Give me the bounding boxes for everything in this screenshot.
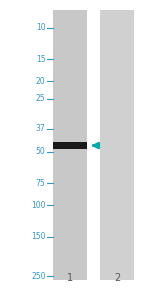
Text: 75: 75	[36, 179, 46, 188]
Text: 150: 150	[31, 232, 46, 241]
Text: 10: 10	[36, 23, 46, 32]
Text: 25: 25	[36, 94, 46, 103]
Bar	[100, 10, 134, 280]
Text: 2: 2	[114, 273, 120, 283]
Bar	[53, 142, 87, 149]
Text: 250: 250	[31, 272, 46, 281]
Text: 50: 50	[36, 147, 46, 156]
Text: 20: 20	[36, 77, 46, 86]
Text: 37: 37	[36, 124, 46, 133]
Bar	[53, 10, 87, 280]
Text: 1: 1	[67, 273, 73, 283]
Text: 100: 100	[31, 201, 46, 210]
Text: 15: 15	[36, 54, 46, 64]
